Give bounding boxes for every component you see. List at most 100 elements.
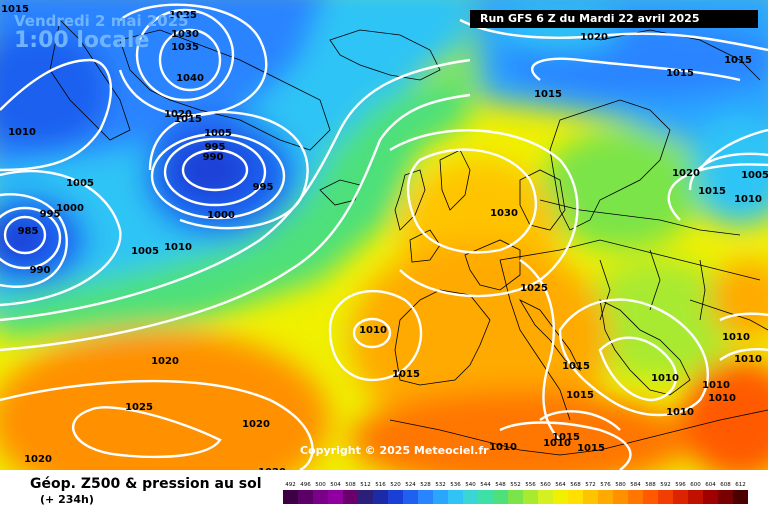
scale-tick-label: 500 (315, 482, 326, 488)
scale-tick-label: 572 (585, 482, 596, 488)
isobar-label: 1020 (164, 109, 192, 120)
scale-swatch (433, 490, 448, 504)
isobar-label: 1015 (552, 432, 580, 443)
scale-tick-label: 604 (705, 482, 716, 488)
scale-tick-label: 504 (330, 482, 341, 488)
scale-tick-label: 612 (735, 482, 746, 488)
scale-swatch (298, 490, 313, 504)
isobar-label: 1005 (131, 246, 159, 257)
scale-tick-label: 532 (435, 482, 446, 488)
isobar-label: 1015 (392, 369, 420, 380)
isobar-label: 990 (203, 152, 224, 163)
valid-time-label: Vendredi 2 mai 2025 1:00 locale (14, 12, 189, 53)
scale-tick-label: 512 (360, 482, 371, 488)
isobar-label: 1010 (8, 127, 36, 138)
isobar-label: 1020 (24, 454, 52, 465)
isobar-label: 1005 (741, 170, 768, 181)
scale-swatch (313, 490, 328, 504)
scale-swatch (568, 490, 583, 504)
run-info-bar: Run GFS 6 Z du Mardi 22 avril 2025 (470, 10, 758, 28)
isobar-label: 1020 (258, 467, 286, 470)
forecast-offset: (+ 234h) (40, 493, 94, 506)
scale-tick-label: 560 (540, 482, 551, 488)
isobar-label: 1010 (722, 332, 750, 343)
scale-tick-label: 588 (645, 482, 656, 488)
isobar-label: 1015 (174, 114, 202, 125)
isobar-labels: 1015102510301035104010101020101510059959… (1, 4, 768, 470)
scale-swatch (673, 490, 688, 504)
scale-tick-label: 540 (465, 482, 476, 488)
scale-swatch (448, 490, 463, 504)
scale-tick-label: 596 (675, 482, 686, 488)
scale-swatch (598, 490, 613, 504)
scale-swatch (373, 490, 388, 504)
scale-swatch (358, 490, 373, 504)
geopotential-field (0, 0, 768, 470)
isobar-label: 1000 (56, 203, 84, 214)
scale-swatch (328, 490, 343, 504)
scale-tick-label: 544 (480, 482, 491, 488)
scale-tick-label: 492 (285, 482, 296, 488)
isobar-label: 1025 (169, 10, 197, 21)
scale-swatch (343, 490, 358, 504)
scale-swatch (493, 490, 508, 504)
isobar-label: 1020 (242, 419, 270, 430)
isobar-label: 1035 (171, 42, 199, 53)
scale-swatch (553, 490, 568, 504)
scale-swatch (613, 490, 628, 504)
isobar-label: 1010 (734, 354, 762, 365)
isobar-label: 1010 (164, 242, 192, 253)
scale-tick-label: 552 (510, 482, 521, 488)
isobar-label: 1010 (543, 438, 571, 449)
isobar-label: 1010 (651, 373, 679, 384)
scale-swatch (718, 490, 733, 504)
scale-tick-label: 592 (660, 482, 671, 488)
scale-tick-label: 580 (615, 482, 626, 488)
local-time: 1:00 locale (14, 28, 150, 53)
isobar-label: 990 (30, 265, 51, 276)
scale-swatch (688, 490, 703, 504)
isobar-label: 1010 (666, 407, 694, 418)
scale-swatch (628, 490, 643, 504)
map-title: Géop. Z500 & pression au sol (30, 476, 262, 492)
isobar-label: 1015 (666, 68, 694, 79)
scale-swatch (733, 490, 748, 504)
isobar-label: 1030 (171, 29, 199, 40)
isobar-label: 985 (18, 226, 39, 237)
scale-tick-label: 584 (630, 482, 641, 488)
isobar-label: 1015 (724, 55, 752, 66)
isobar-label: 1040 (176, 73, 204, 84)
isobar-label: 1005 (204, 128, 232, 139)
isobar-label: 995 (40, 209, 61, 220)
isobar-label: 1015 (698, 186, 726, 197)
scale-tick-label: 536 (450, 482, 461, 488)
scale-tick-label: 524 (405, 482, 416, 488)
isobar-label: 1025 (520, 283, 548, 294)
isobar-label: 1010 (734, 194, 762, 205)
valid-date: Vendredi 2 mai 2025 (14, 12, 189, 30)
isobar-label: 1010 (702, 380, 730, 391)
scale-swatch (508, 490, 523, 504)
scale-tick-label: 548 (495, 482, 506, 488)
scale-swatch (643, 490, 658, 504)
scale-tick-label: 568 (570, 482, 581, 488)
isobar-label: 1015 (562, 361, 590, 372)
isobar-label: 995 (205, 142, 226, 153)
scale-swatch (283, 490, 298, 504)
scale-tick-label: 556 (525, 482, 536, 488)
scale-swatch (463, 490, 478, 504)
scale-tick-label: 520 (390, 482, 401, 488)
isobar-label: 1015 (577, 443, 605, 454)
scale-swatch (388, 490, 403, 504)
scale-swatch (478, 490, 493, 504)
scale-swatch (538, 490, 553, 504)
scale-tick-label: 516 (375, 482, 386, 488)
copyright-notice: Copyright © 2025 Meteociel.fr (300, 444, 489, 457)
scale-tick-label: 496 (300, 482, 311, 488)
isobar-label: 1010 (359, 325, 387, 336)
isobar-label: 1000 (207, 210, 235, 221)
scale-swatch (403, 490, 418, 504)
isobar-label: 1020 (672, 168, 700, 179)
scale-tick-label: 564 (555, 482, 566, 488)
